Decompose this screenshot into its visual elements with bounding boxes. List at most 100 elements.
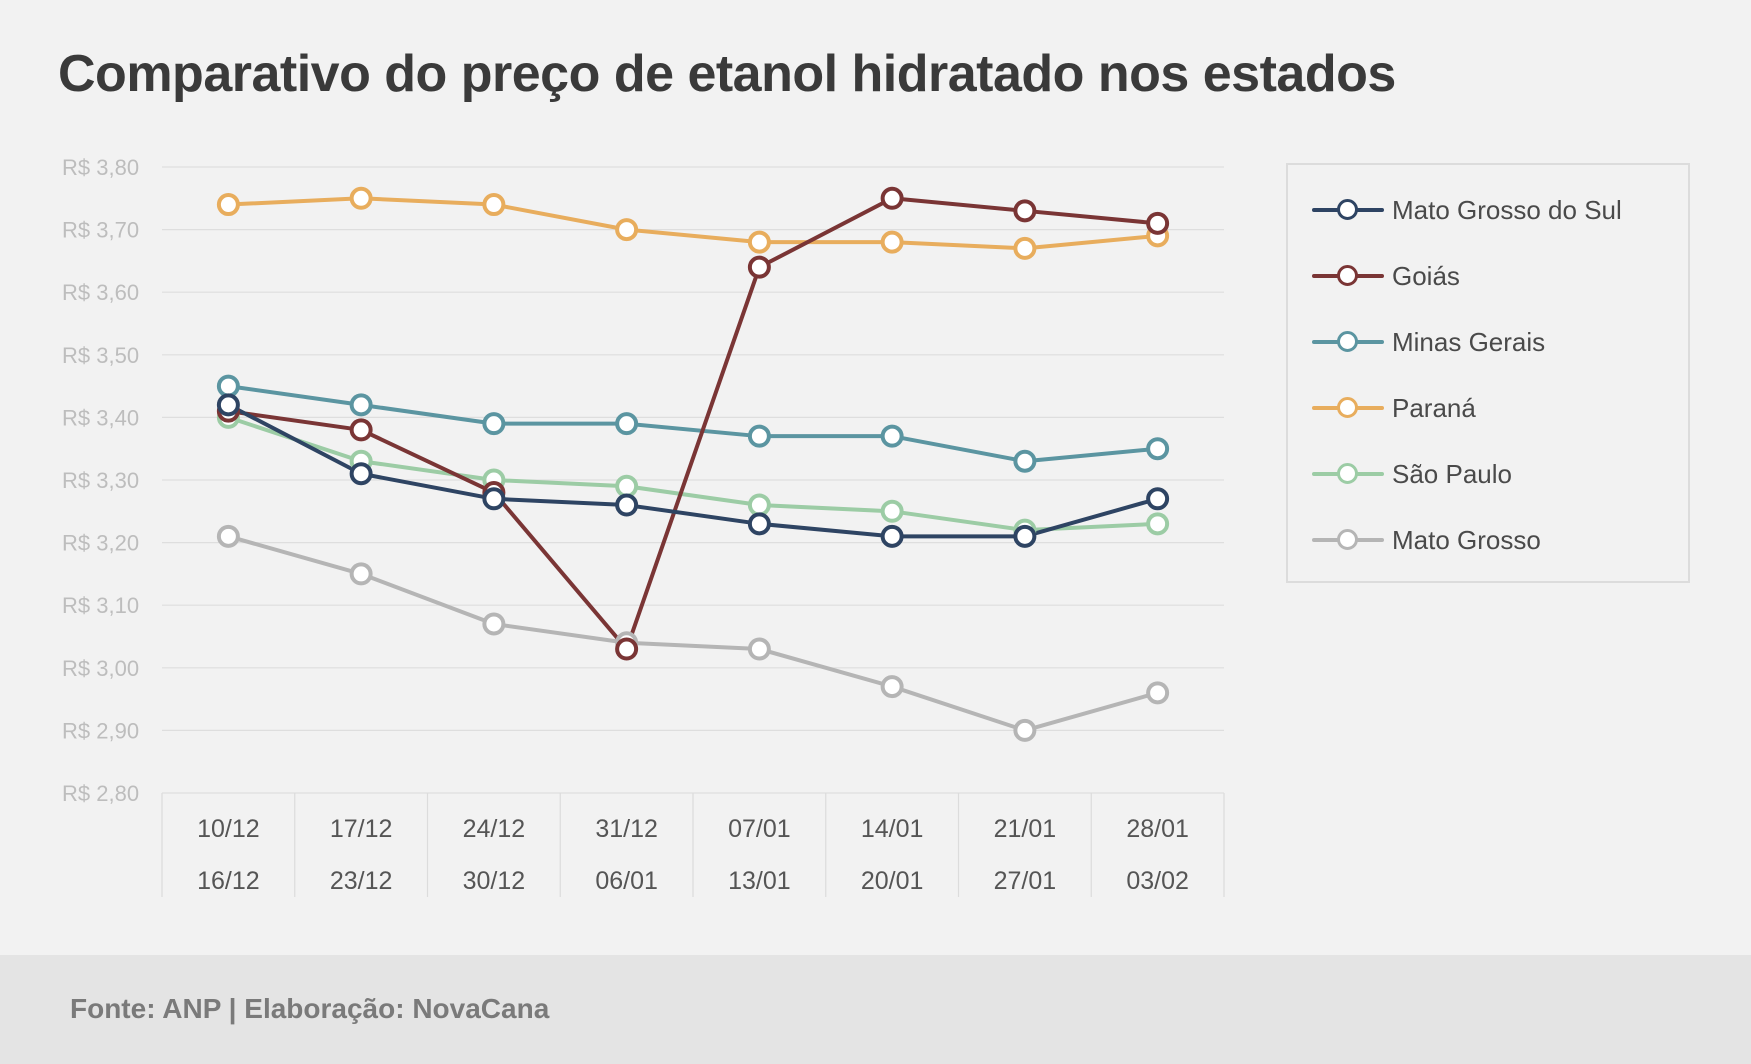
legend-label: Goiás — [1392, 260, 1460, 291]
data-point-mato-grosso — [1013, 718, 1037, 742]
data-point-mato-grosso-do-sul — [747, 512, 771, 536]
data-point-goias — [880, 186, 904, 210]
data-point-minas-gerais — [1013, 449, 1037, 473]
legend-swatch — [1312, 462, 1384, 486]
y-tick-label: R$ 3,10 — [62, 593, 139, 618]
legend-item: São Paulo — [1312, 454, 1512, 494]
x-tick-label: 23/12 — [330, 867, 393, 895]
series-line-sao-paulo — [226, 415, 1160, 533]
x-tick-label: 20/01 — [861, 867, 924, 895]
x-tick-label: 28/01 — [1126, 815, 1189, 843]
legend-swatch — [1312, 330, 1384, 354]
data-point-mato-grosso-do-sul — [216, 393, 240, 417]
y-tick-label: R$ 3,80 — [62, 155, 139, 180]
x-tick-label: 17/12 — [330, 815, 393, 843]
legend-swatch — [1312, 264, 1384, 288]
y-tick-label: R$ 2,80 — [62, 781, 139, 806]
x-tick-label: 13/01 — [728, 867, 791, 895]
legend-item: Goiás — [1312, 256, 1460, 296]
series-lines — [226, 196, 1160, 733]
data-point-parana — [880, 230, 904, 254]
legend-swatch — [1312, 198, 1384, 222]
data-point-mato-grosso-do-sul — [1146, 487, 1170, 511]
legend-swatch — [1312, 396, 1384, 420]
data-point-minas-gerais — [1146, 437, 1170, 461]
x-tick-label: 27/01 — [994, 867, 1057, 895]
data-point-goias — [1146, 211, 1170, 235]
data-point-mato-grosso — [1146, 681, 1170, 705]
data-point-sao-paulo — [1146, 512, 1170, 536]
legend-swatch — [1312, 528, 1384, 552]
data-point-minas-gerais — [482, 412, 506, 436]
y-tick-label: R$ 3,60 — [62, 280, 139, 305]
data-point-parana — [747, 230, 771, 254]
legend-item: Paraná — [1312, 388, 1476, 428]
data-point-mato-grosso — [216, 524, 240, 548]
y-tick-label: R$ 3,40 — [62, 405, 139, 430]
x-axis: 10/12 16/12 17/12 23/12 24/12 30/12 31/12 06/01… — [161, 793, 1225, 897]
y-tick-label: R$ 3,20 — [62, 531, 139, 556]
data-point-mato-grosso — [747, 637, 771, 661]
gridlines — [162, 166, 1224, 794]
x-tick-label: 21/01 — [994, 815, 1057, 843]
data-point-mato-grosso-do-sul — [880, 524, 904, 548]
footer: Fonte: ANP | Elaboração: NovaCana — [0, 955, 1751, 1064]
line-chart: R$ 2,80 R$ 2,90 R$ 3,00 R$ 3,10 R$ 3,20 R$ 3,… — [62, 155, 1225, 897]
data-point-minas-gerais — [747, 424, 771, 448]
series-line-parana — [226, 196, 1160, 251]
legend-label: Minas Gerais — [1392, 326, 1546, 357]
data-point-parana — [216, 193, 240, 217]
legend-label: Paraná — [1392, 392, 1476, 423]
source-note: Fonte: ANP | Elaboração: NovaCana — [70, 993, 550, 1024]
legend-item: Mato Grosso — [1312, 520, 1541, 560]
x-tick-label: 14/01 — [861, 815, 924, 843]
legend-label: Mato Grosso do Sul — [1392, 194, 1622, 225]
data-point-parana — [1013, 236, 1037, 260]
data-point-mato-grosso-do-sul — [482, 487, 506, 511]
y-tick-label: R$ 3,00 — [62, 656, 139, 681]
x-tick-label: 07/01 — [728, 815, 791, 843]
data-point-mato-grosso — [482, 612, 506, 636]
x-tick-label: 10/12 — [197, 815, 260, 843]
data-point-sao-paulo — [615, 474, 639, 498]
x-tick-label: 24/12 — [463, 815, 526, 843]
y-tick-label: R$ 3,70 — [62, 218, 139, 243]
data-point-mato-grosso-do-sul — [1013, 524, 1037, 548]
data-point-minas-gerais — [880, 424, 904, 448]
legend-item: Minas Gerais — [1312, 322, 1545, 362]
chart-title: Comparativo do preço de etanol hidratado… — [58, 45, 1396, 103]
x-tick-label: 30/12 — [463, 867, 526, 895]
series-points — [216, 186, 1170, 742]
y-tick-label: R$ 2,90 — [62, 718, 139, 743]
data-point-mato-grosso — [880, 675, 904, 699]
series-line-mato-grosso-do-sul — [226, 402, 1160, 539]
x-tick-label: 06/01 — [595, 867, 658, 895]
data-point-minas-gerais — [615, 412, 639, 436]
data-point-minas-gerais — [349, 393, 373, 417]
data-point-mato-grosso-do-sul — [615, 493, 639, 517]
data-point-parana — [349, 186, 373, 210]
series-line-mato-grosso — [226, 534, 1160, 733]
data-point-mato-grosso-do-sul — [349, 462, 373, 486]
data-point-sao-paulo — [880, 499, 904, 523]
data-point-goias — [615, 637, 639, 661]
y-tick-label: R$ 3,50 — [62, 343, 139, 368]
legend-label: Mato Grosso — [1392, 524, 1541, 555]
legend-label: São Paulo — [1392, 458, 1512, 489]
data-point-parana — [482, 193, 506, 217]
data-point-sao-paulo — [747, 493, 771, 517]
data-point-goias — [1013, 199, 1037, 223]
y-axis: R$ 2,80 R$ 2,90 R$ 3,00 R$ 3,10 R$ 3,20 R$ 3,… — [62, 155, 139, 806]
series-line-goias — [226, 196, 1160, 652]
y-tick-label: R$ 3,30 — [62, 468, 139, 493]
data-point-goias — [747, 255, 771, 279]
x-tick-label: 03/02 — [1126, 867, 1189, 895]
x-tick-label: 16/12 — [197, 867, 260, 895]
x-tick-label: 31/12 — [595, 815, 658, 843]
legend-item: Mato Grosso do Sul — [1312, 190, 1622, 230]
legend: Mato Grosso do Sul Goiás Minas Gerais Paran… — [1286, 163, 1690, 583]
data-point-minas-gerais — [216, 374, 240, 398]
series-line-minas-gerais — [226, 384, 1160, 464]
data-point-goias — [349, 418, 373, 442]
data-point-mato-grosso — [349, 562, 373, 586]
